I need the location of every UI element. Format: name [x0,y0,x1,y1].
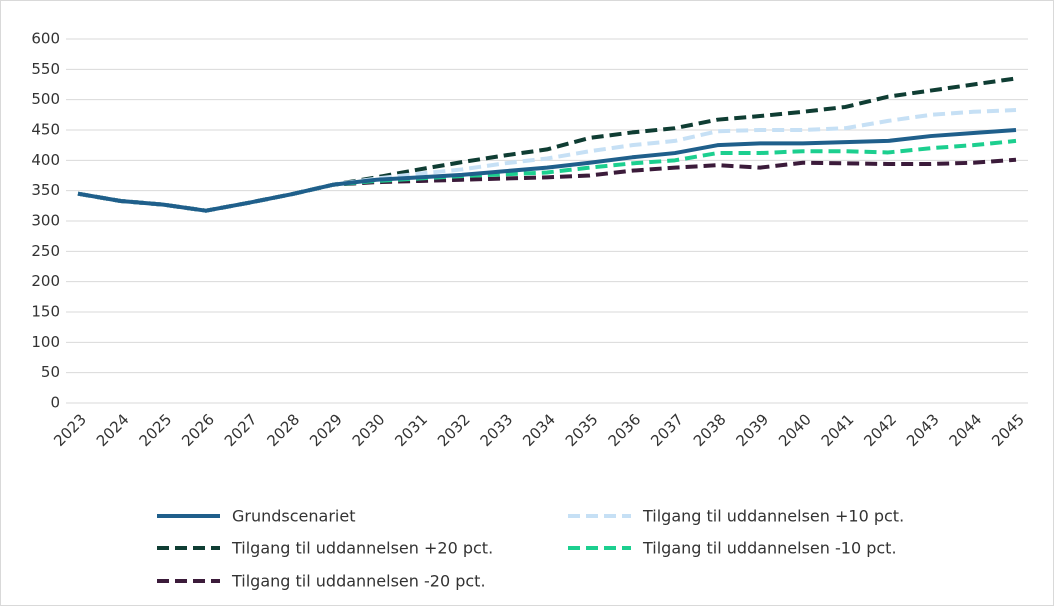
series-line [77,107,1017,213]
y-tick-label: 200 [31,272,60,290]
y-tick-label: 600 [31,30,60,48]
legend-label: Tilgang til uddannelsen -20 pct. [231,572,486,591]
y-tick-label: 450 [31,121,60,139]
y-tick-label: 250 [31,242,60,260]
legend-label: Tilgang til uddannelsen -10 pct. [642,539,897,558]
y-tick-label: 400 [31,151,60,169]
y-tick-label: 150 [31,303,60,321]
y-tick-label: 300 [31,212,60,230]
series-line [77,128,1017,213]
series-line [77,157,1017,213]
y-tick-label: 100 [31,333,60,351]
legend-label: Grundscenariet [232,507,355,526]
series-line [77,76,1017,213]
y-tick-label: 50 [41,363,60,381]
legend-label: Tilgang til uddannelsen +20 pct. [231,539,493,558]
y-tick-label: 0 [50,394,60,412]
legend-label: Tilgang til uddannelsen +10 pct. [642,507,904,526]
y-tick-label: 550 [31,60,60,78]
y-tick-label: 350 [31,181,60,199]
series-line [77,138,1017,213]
y-tick-label: 500 [31,90,60,108]
